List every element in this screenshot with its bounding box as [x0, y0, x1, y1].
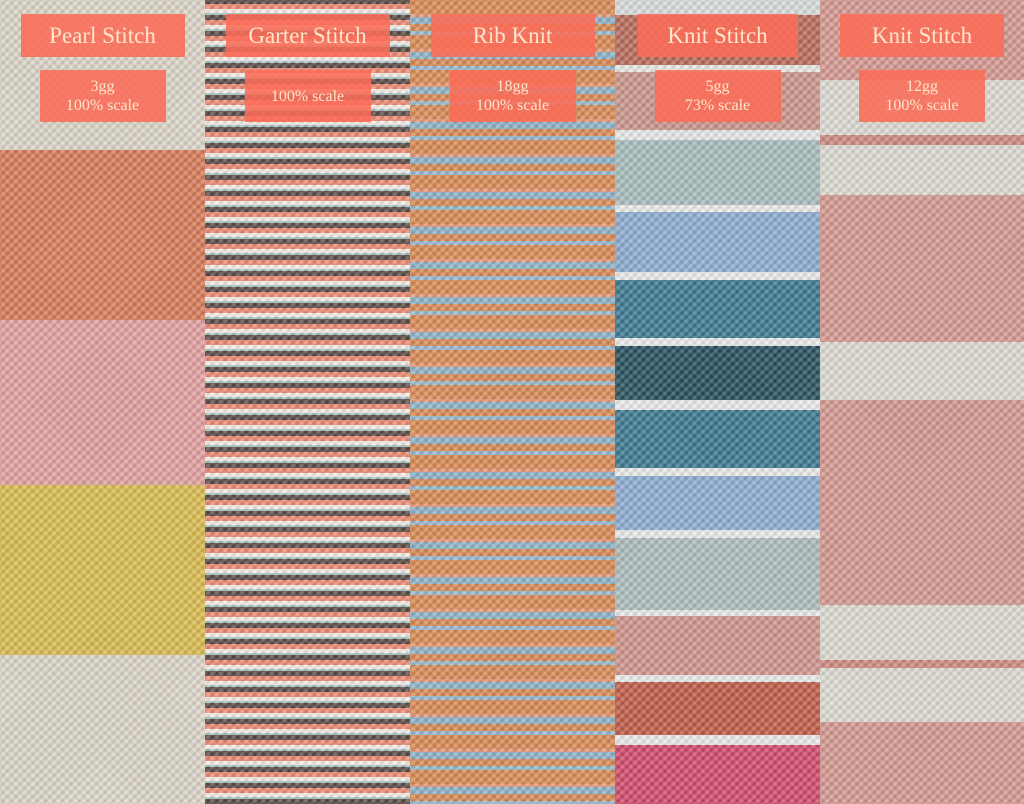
gauge-label: 5gg	[705, 78, 730, 95]
gauge-label: 18gg	[496, 78, 529, 95]
swatch-title: Knit Stitch	[840, 14, 1004, 57]
swatch-title: Garter Stitch	[225, 14, 390, 57]
swatch-info: 18gg 100% scale	[449, 70, 576, 122]
swatch-info: 100% scale	[244, 70, 371, 122]
swatch-title: Rib Knit	[430, 14, 595, 57]
gauge-label: 3gg	[90, 78, 115, 95]
scale-label: 100% scale	[475, 97, 550, 114]
swatch-info: 12gg 100% scale	[859, 70, 985, 122]
swatch-title: Pearl Stitch	[20, 14, 185, 57]
scale-label: 100% scale	[270, 87, 345, 105]
swatch-garter-stitch: Garter Stitch 100% scale	[205, 0, 410, 804]
swatch-pearl-stitch: Pearl Stitch 3gg 100% scale	[0, 0, 205, 804]
swatch-knit-stitch-12gg: Knit Stitch 12gg 100% scale	[820, 0, 1024, 804]
scale-label: 100% scale	[65, 97, 140, 114]
swatch-title: Knit Stitch	[637, 14, 798, 57]
swatch-info: 5gg 73% scale	[654, 70, 781, 122]
swatch-info: 3gg 100% scale	[39, 70, 166, 122]
scale-label: 100% scale	[885, 97, 959, 114]
swatch-knit-stitch-5gg: Knit Stitch 5gg 73% scale	[615, 0, 820, 804]
scale-label: 73% scale	[684, 97, 751, 114]
gauge-label: 12gg	[906, 78, 938, 95]
swatch-rib-knit: Rib Knit 18gg 100% scale	[410, 0, 615, 804]
